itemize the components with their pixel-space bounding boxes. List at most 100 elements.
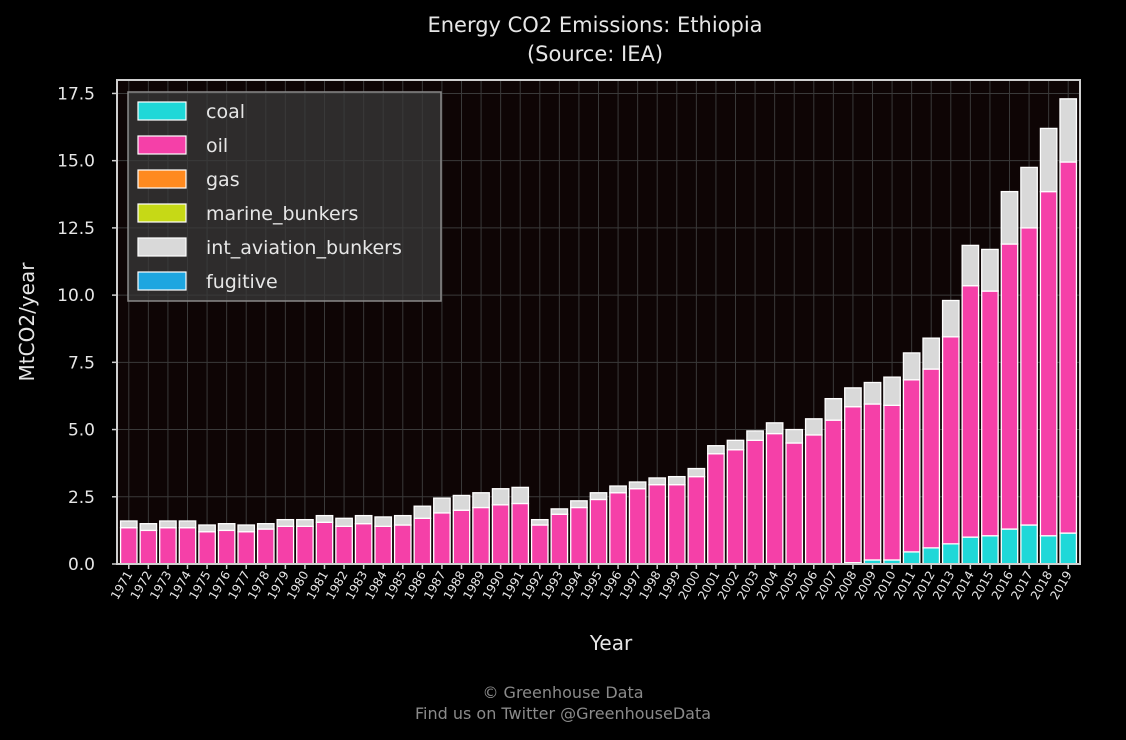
- legend-label-oil: oil: [206, 135, 228, 157]
- bar-segment-oil: [491, 504, 510, 565]
- bar-segment-int_aviation_bunkers: [472, 492, 490, 509]
- bar-segment-oil: [1000, 243, 1019, 530]
- bar-segment-int_aviation_bunkers: [198, 524, 216, 533]
- bar-segment-oil: [198, 531, 216, 565]
- bar-segment-int_aviation_bunkers: [1000, 190, 1019, 245]
- legend-label-fugitive: fugitive: [206, 271, 278, 293]
- y-tick-label: 0.0: [68, 555, 95, 575]
- bar-segment-int_aviation_bunkers: [844, 387, 862, 408]
- bar-segment-oil: [237, 531, 256, 565]
- bar-segment-int_aviation_bunkers: [707, 445, 725, 455]
- bar-segment-oil: [667, 484, 686, 565]
- legend-label-int_aviation_bunkers: int_aviation_bunkers: [206, 237, 402, 259]
- bar-segment-int_aviation_bunkers: [452, 494, 471, 511]
- bar-segment-oil: [570, 506, 588, 565]
- bar-segment-int_aviation_bunkers: [961, 244, 980, 287]
- bar-segment-oil: [315, 521, 334, 565]
- bar-segment-oil: [354, 523, 373, 565]
- bar-segment-int_aviation_bunkers: [765, 422, 784, 435]
- bar-segment-oil: [922, 368, 941, 549]
- bar-segment-oil: [844, 406, 862, 564]
- bar-segment-int_aviation_bunkers: [824, 397, 843, 421]
- bar-segment-oil: [804, 434, 823, 565]
- bar-segment-oil: [159, 527, 177, 565]
- legend-swatch-gas: [137, 169, 187, 189]
- bar-segment-oil: [785, 442, 804, 565]
- bar-segment-int_aviation_bunkers: [413, 505, 432, 519]
- bar-segment-oil: [276, 525, 295, 565]
- bar-segment-oil: [726, 449, 745, 565]
- bar-segment-int_aviation_bunkers: [530, 518, 549, 526]
- bar-segment-oil: [393, 524, 412, 565]
- bar-segment-oil: [902, 379, 921, 553]
- bar-segment-oil: [452, 509, 471, 565]
- bar-segment-coal: [961, 536, 980, 565]
- legend-box: [127, 91, 442, 302]
- y-tick-label: 15.0: [57, 152, 95, 172]
- bar-segment-oil: [628, 488, 647, 565]
- bar-segment-oil: [863, 403, 882, 561]
- bar-segment-oil: [1020, 227, 1038, 526]
- bar-segment-oil: [413, 517, 432, 565]
- bar-segment-oil: [335, 525, 353, 565]
- bar-segment-int_aviation_bunkers: [354, 514, 373, 525]
- bar-segment-int_aviation_bunkers: [256, 523, 275, 530]
- bar-segment-int_aviation_bunkers: [1059, 98, 1078, 163]
- y-tick-label: 17.5: [57, 84, 95, 104]
- bar-segment-int_aviation_bunkers: [922, 337, 941, 370]
- y-tick-label: 10.0: [57, 286, 95, 306]
- bar-segment-oil: [178, 527, 197, 565]
- bar-segment-int_aviation_bunkers: [296, 518, 314, 528]
- bar-segment-oil: [824, 419, 843, 565]
- bar-segment-oil: [707, 453, 725, 565]
- bar-segment-int_aviation_bunkers: [178, 520, 197, 529]
- legend-swatch-marine_bunkers: [137, 203, 187, 223]
- bar-segment-oil: [374, 525, 393, 565]
- bar-segment-oil: [511, 502, 530, 565]
- legend-swatch-fugitive: [137, 271, 187, 291]
- y-axis-label: MtCO2/year: [15, 262, 39, 382]
- legend-swatch-coal: [137, 101, 187, 121]
- bar-segment-int_aviation_bunkers: [119, 520, 138, 529]
- bar-segment-coal: [1000, 528, 1019, 565]
- bar-segment-int_aviation_bunkers: [393, 514, 412, 526]
- bar-segment-oil: [765, 432, 784, 565]
- bar-segment-coal: [1039, 535, 1058, 565]
- bar-segment-coal: [902, 551, 921, 565]
- bar-segment-int_aviation_bunkers: [1020, 166, 1038, 229]
- y-axis: 0.0 2.5 5.0 7.5 10.0 12.5 15.0 17.5: [57, 84, 117, 575]
- legend: coal oil gas marine_bunkers int_aviation_bun…: [127, 91, 442, 302]
- bar-segment-int_aviation_bunkers: [511, 486, 530, 505]
- bar-segment-oil: [139, 529, 158, 565]
- x-axis: 1971197219731974197519761977197819791980…: [108, 564, 1075, 602]
- bar-segment-oil: [961, 285, 980, 538]
- bar-segment-int_aviation_bunkers: [981, 248, 999, 292]
- legend-label-marine_bunkers: marine_bunkers: [206, 203, 358, 225]
- bar-segment-int_aviation_bunkers: [785, 428, 804, 444]
- footer-copyright: © Greenhouse Data: [482, 683, 644, 702]
- bar-segment-int_aviation_bunkers: [726, 439, 745, 451]
- bar-segment-coal: [922, 547, 941, 565]
- bar-segment-coal: [1059, 532, 1078, 565]
- bar-segment-coal: [981, 535, 999, 565]
- bar-segment-oil: [1039, 190, 1058, 537]
- bar-segment-int_aviation_bunkers: [902, 352, 921, 381]
- bar-segment-int_aviation_bunkers: [863, 381, 882, 405]
- bar-segment-oil: [648, 484, 667, 565]
- bar-segment-int_aviation_bunkers: [159, 520, 177, 529]
- bar-segment-oil: [609, 492, 627, 565]
- bar-segment-oil: [256, 528, 275, 565]
- bar-segment-oil: [433, 512, 451, 565]
- bar-segment-int_aviation_bunkers: [1039, 127, 1058, 193]
- bar-segment-coal: [1020, 524, 1038, 565]
- bar-segment-oil: [589, 498, 608, 565]
- bar-segment-oil: [119, 527, 138, 565]
- bar-segment-int_aviation_bunkers: [237, 524, 256, 533]
- bar-segment-int_aviation_bunkers: [276, 518, 295, 528]
- bar-segment-int_aviation_bunkers: [589, 492, 608, 501]
- bar-segment-int_aviation_bunkers: [217, 523, 236, 532]
- bar-segment-oil: [883, 404, 901, 561]
- bar-segment-oil: [746, 439, 764, 565]
- bar-segment-int_aviation_bunkers: [628, 481, 647, 490]
- bar-segment-oil: [530, 524, 549, 565]
